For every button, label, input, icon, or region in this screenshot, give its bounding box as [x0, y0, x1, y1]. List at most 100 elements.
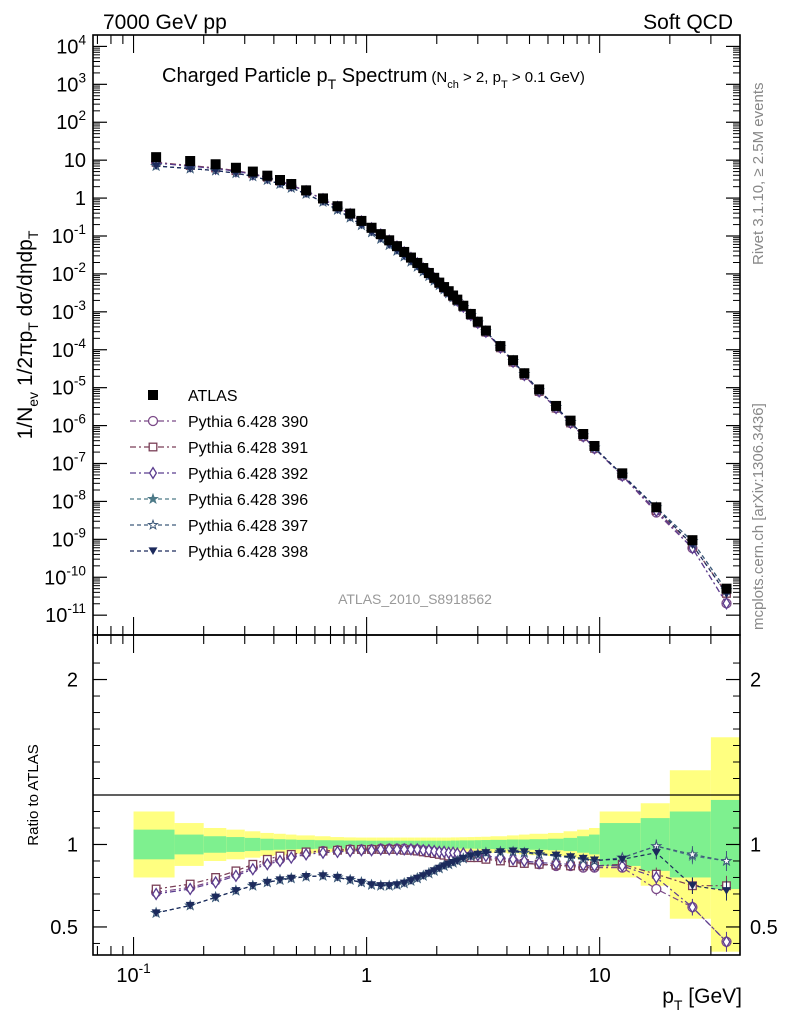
- ratio-curves: [150, 839, 733, 952]
- ratio-point: [534, 849, 544, 858]
- ratio-point: [211, 893, 221, 902]
- ratio-point: [384, 882, 394, 890]
- ratio-y-axis-label: Ratio to ATLAS: [25, 744, 42, 845]
- data-point: [651, 502, 662, 513]
- band-inner: [459, 840, 468, 849]
- ratio-point: [412, 874, 422, 883]
- data-point: [286, 179, 297, 190]
- band-inner: [467, 840, 475, 849]
- legend-marker: [147, 492, 159, 505]
- ratio-point: [332, 873, 342, 882]
- ratio-bands: [133, 737, 740, 952]
- band-inner: [203, 836, 227, 853]
- ratio-y-tick-labels: 0.5 0.5 1 1 2 2: [50, 670, 778, 939]
- ratio-point: [301, 847, 311, 862]
- series-point: [185, 165, 195, 173]
- data-point: [399, 246, 410, 257]
- ratio-point: [687, 882, 697, 890]
- ratio-point: [452, 857, 462, 866]
- x-axis-label: pT [GeV]: [662, 985, 742, 1013]
- ratio-point: [551, 856, 561, 871]
- legend-label: Pythia 6.428 392: [188, 466, 308, 483]
- y-tick-label: 10-5: [52, 374, 86, 400]
- ratio-point: [346, 844, 355, 858]
- y-tick-label: 102: [56, 108, 86, 134]
- data-point: [458, 300, 469, 311]
- data-point: [687, 535, 698, 546]
- ratio-point: [413, 842, 422, 857]
- ratio-point: [286, 874, 296, 883]
- ratio-ticks: [93, 635, 741, 955]
- ratio-point: [688, 900, 697, 914]
- ratio-point: [262, 878, 272, 887]
- x-tick-label: 1: [361, 965, 372, 987]
- y-tick-label: 10-10: [44, 563, 86, 589]
- y-tick-label: 10-6: [52, 412, 86, 438]
- data-point: [384, 235, 395, 246]
- legend-marker: [147, 518, 159, 531]
- data-point: [366, 222, 377, 233]
- data-point: [412, 257, 423, 268]
- ratio-point: [357, 843, 366, 857]
- ratio-y-tick-label-right: 0.5: [750, 917, 778, 939]
- ratio-point: [535, 856, 544, 870]
- ratio-y-tick-label-right: 1: [750, 834, 761, 856]
- data-point: [391, 241, 402, 252]
- ratio-point: [248, 882, 258, 890]
- y-tick-label: 10: [64, 150, 86, 172]
- ratio-point: [248, 862, 257, 876]
- ratio-point: [617, 855, 627, 864]
- ratio-y-tick-label-left: 0.5: [50, 917, 78, 939]
- ratio-point: [434, 864, 444, 873]
- y-tick-label: 10-7: [52, 450, 86, 476]
- band-inner: [436, 840, 442, 849]
- ratio-point: [578, 854, 588, 863]
- ratio-point: [566, 857, 575, 871]
- series-line: [156, 162, 728, 604]
- data-point: [617, 468, 628, 479]
- legend-marker: [148, 466, 158, 480]
- data-point: [429, 272, 440, 283]
- y-tick-label: 10-2: [52, 260, 86, 286]
- ratio-point: [430, 844, 439, 858]
- y-tick-label: 10-11: [45, 601, 86, 627]
- legend: ATLAS Pythia 6.428 390 Pythia 6.428 391 Pyt…: [130, 388, 308, 561]
- header-left: 7000 GeV pp: [103, 11, 227, 34]
- legend-label: Pythia 6.428 391: [188, 440, 308, 457]
- header-right: Soft QCD: [643, 11, 733, 34]
- y-tick-label: 10-4: [52, 336, 87, 362]
- ratio-point: [566, 853, 576, 861]
- ratio-point: [367, 843, 376, 857]
- ratio-point: [406, 877, 416, 885]
- ratio-point: [419, 843, 428, 857]
- band-inner: [133, 829, 175, 860]
- ratio-point: [400, 842, 409, 857]
- ratio-point: [651, 883, 662, 895]
- ratio-point: [263, 857, 272, 871]
- data-point: [405, 252, 416, 263]
- legend-label: Pythia 6.428 398: [188, 544, 308, 561]
- main-panel: 10410310210110-110-210-310-410-510-610-7…: [14, 32, 741, 636]
- data-point: [534, 384, 545, 395]
- y-tick-label: 10-9: [52, 525, 86, 551]
- band-inner: [226, 837, 245, 852]
- data-point: [578, 428, 589, 439]
- ratio-y-tick-label-right: 2: [750, 670, 761, 692]
- data-point: [589, 440, 600, 451]
- ratio-point: [652, 870, 661, 885]
- band-inner: [669, 811, 711, 878]
- ratio-point: [151, 887, 161, 901]
- ratio-point: [418, 872, 428, 880]
- ratio-point: [458, 854, 468, 863]
- ratio-point: [318, 872, 328, 880]
- ratio-point: [392, 842, 402, 857]
- data-point: [452, 294, 463, 305]
- ratio-point: [399, 879, 409, 888]
- analysis-watermark: ATLAS_2010_S8918562: [338, 591, 492, 607]
- band-inner: [481, 840, 491, 849]
- band-inner: [455, 840, 460, 849]
- ratio-point: [722, 935, 731, 949]
- ratio-panel: 0.5 0.5 1 1 2 2 10-1 1 10 Ratio to ATLAS pT [Ge…: [25, 634, 778, 1013]
- data-point: [230, 162, 241, 173]
- ratio-point: [473, 850, 483, 859]
